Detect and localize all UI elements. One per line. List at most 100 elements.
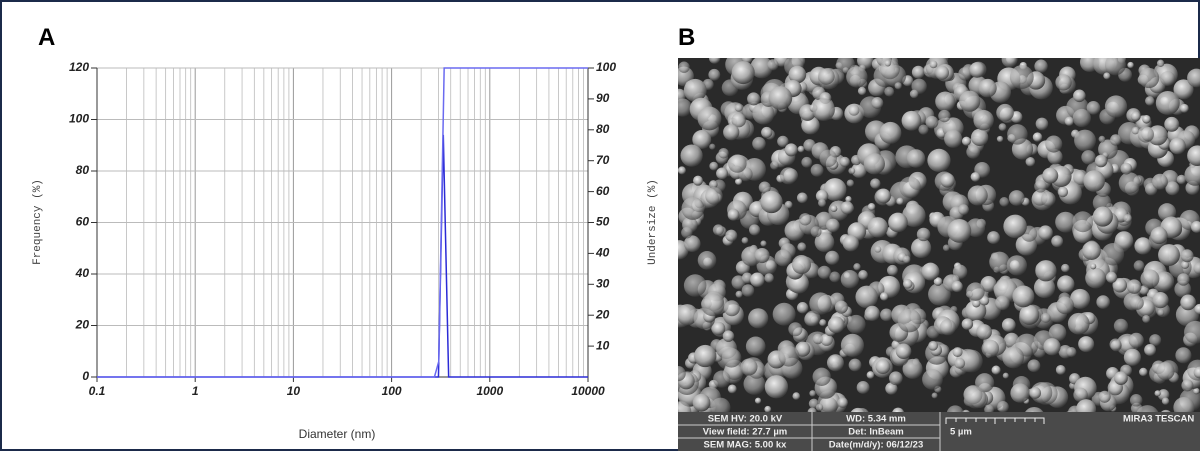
particle — [818, 68, 835, 85]
particle — [876, 188, 891, 204]
particle — [796, 302, 809, 314]
particle — [797, 242, 807, 252]
particle — [761, 126, 773, 139]
particle — [1010, 383, 1030, 403]
particle — [1074, 129, 1096, 152]
particle — [944, 129, 963, 148]
particle — [1002, 346, 1025, 369]
particle — [1120, 162, 1133, 175]
particle — [1175, 347, 1192, 364]
particle — [812, 333, 824, 345]
particle — [855, 285, 878, 309]
particle — [1158, 244, 1180, 267]
particle — [851, 162, 867, 178]
particle — [1064, 116, 1074, 126]
particle — [741, 284, 755, 297]
particle — [1051, 235, 1064, 248]
particle — [1110, 134, 1122, 146]
particle — [723, 124, 740, 141]
particle — [1072, 211, 1094, 233]
particle — [1086, 101, 1101, 115]
particle — [959, 349, 983, 373]
particle — [752, 102, 775, 125]
particle — [921, 262, 940, 281]
particle — [972, 299, 981, 308]
particle — [902, 358, 923, 379]
particle — [1184, 164, 1200, 186]
particle — [911, 65, 925, 79]
particle — [1042, 167, 1059, 184]
particle — [692, 130, 712, 149]
particle — [1034, 59, 1048, 73]
particle — [1177, 273, 1190, 286]
info-text: SEM MAG: 5.00 kx — [704, 440, 788, 451]
particle — [1176, 174, 1187, 185]
particle — [880, 308, 893, 322]
particle — [961, 318, 974, 330]
particle — [798, 213, 812, 226]
particle — [774, 249, 792, 267]
particle — [853, 263, 861, 271]
y2-axis-title: Undersize (%) — [647, 179, 659, 265]
particle — [976, 324, 992, 340]
y2-tick-label: 30 — [596, 276, 610, 290]
particle — [884, 59, 892, 67]
particle — [897, 308, 922, 333]
particle — [1001, 318, 1016, 332]
particle — [741, 237, 749, 244]
particle — [826, 218, 840, 233]
particle — [1190, 221, 1200, 233]
y2-tick-label: 20 — [595, 307, 610, 321]
particle — [922, 369, 943, 390]
particle — [1174, 280, 1192, 298]
particle — [1058, 181, 1082, 205]
particle — [750, 272, 765, 288]
particle — [1169, 137, 1186, 155]
particle — [911, 237, 932, 259]
particle — [749, 224, 761, 236]
particle — [929, 60, 938, 69]
particle — [845, 196, 852, 203]
particle — [980, 276, 997, 293]
particle — [902, 203, 926, 228]
particle — [754, 247, 770, 264]
y-axis-title: Frequency (%) — [32, 179, 44, 265]
particle — [996, 103, 1014, 122]
particle — [748, 308, 769, 329]
particle — [1035, 260, 1057, 282]
particle — [1003, 214, 1027, 239]
particle — [812, 367, 831, 386]
particle — [768, 86, 793, 110]
particle — [1038, 225, 1053, 241]
particle — [791, 255, 812, 275]
particle — [1057, 275, 1075, 293]
particle — [842, 235, 859, 252]
particle — [931, 392, 938, 399]
particle — [1113, 318, 1129, 334]
particle — [784, 143, 798, 157]
particle — [825, 250, 840, 265]
particle — [827, 316, 845, 334]
particle — [1127, 61, 1134, 69]
particle — [747, 92, 761, 106]
particle — [1082, 241, 1101, 261]
particle — [764, 273, 774, 283]
y2-tick-label: 40 — [595, 246, 610, 260]
particle — [901, 110, 922, 131]
panel-label: A — [38, 24, 55, 51]
particle — [819, 319, 827, 327]
x-axis-title: Diameter (nm) — [299, 427, 376, 441]
particle — [728, 154, 747, 173]
y2-tick-label: 90 — [596, 91, 610, 105]
particle — [987, 231, 1000, 244]
particle — [1152, 291, 1169, 309]
particle — [1040, 191, 1056, 207]
particle — [809, 390, 816, 397]
particle — [1123, 214, 1132, 223]
particle — [879, 121, 902, 144]
particle — [848, 104, 860, 116]
particle — [1181, 379, 1194, 392]
particle — [819, 149, 837, 168]
particle — [804, 310, 821, 327]
y-tick-label: 0 — [82, 369, 89, 383]
